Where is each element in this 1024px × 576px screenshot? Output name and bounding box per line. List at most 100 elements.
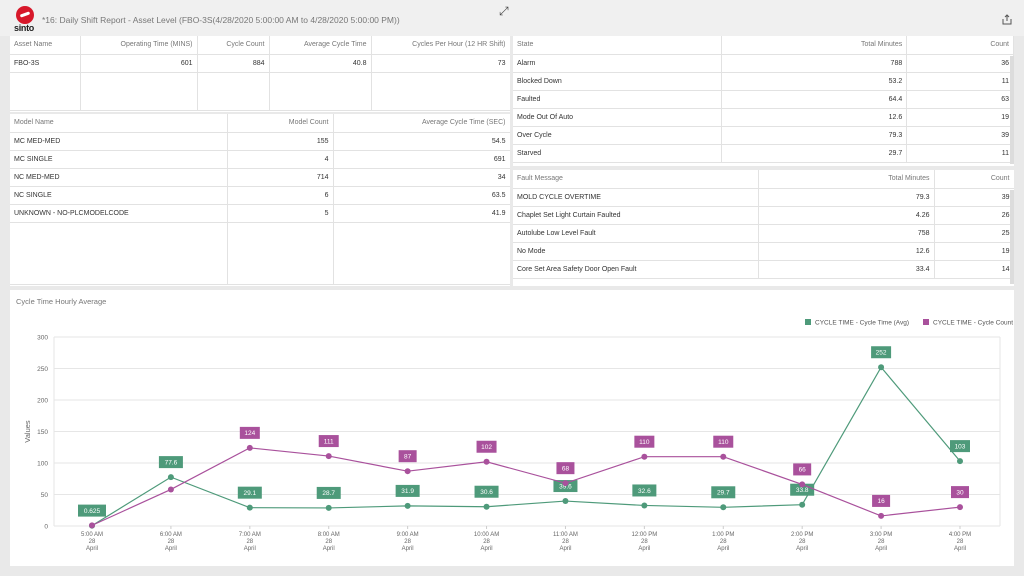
data-label-box [634, 435, 655, 448]
data-point [641, 453, 648, 460]
table-row[interactable]: Blocked Down 53.2 11 [513, 72, 1014, 91]
table-row[interactable]: Over Cycle 79.3 39 [513, 126, 1014, 145]
table-row[interactable]: NC MED-MED 714 34 [10, 168, 510, 187]
data-label-box [632, 484, 657, 497]
col-cycles-per-hour[interactable]: Cycles Per Hour (12 HR Shift) [371, 36, 510, 55]
cell: 11 [906, 72, 1014, 91]
col-avg-cycle-time-sec[interactable]: Average Cycle Time (SEC) [333, 114, 510, 133]
table-row[interactable]: Starved 29.7 11 [513, 144, 1014, 163]
table-row[interactable]: UNKNOWN - NO-PLCMODELCODE 5 41.9 [10, 204, 510, 223]
cell: 34 [333, 168, 510, 187]
table-row[interactable]: Autolube Low Level Fault 758 25 [513, 224, 1014, 243]
x-tick-label: 4:00 PM [949, 532, 971, 538]
cell: NC MED-MED [10, 168, 228, 187]
table-row[interactable]: Chaplet Set Light Curtain Faulted 4.26 26 [513, 206, 1014, 225]
cell: 788 [721, 54, 908, 73]
col-total-minutes[interactable]: Total Minutes [721, 36, 908, 55]
x-tick-label: 3:00 PM [870, 532, 892, 538]
x-tick-label: April [875, 546, 887, 552]
data-label: 29.7 [717, 490, 730, 497]
cell: Starved [513, 144, 722, 163]
table-row[interactable]: NC SINGLE 6 63.5 [10, 186, 510, 205]
col-total-minutes[interactable]: Total Minutes [758, 170, 935, 189]
cell: 33.4 [758, 260, 935, 279]
report-title: *16: Daily Shift Report - Asset Level (F… [42, 15, 400, 25]
share-icon[interactable] [1002, 14, 1012, 25]
table-row[interactable]: MC MED-MED 155 54.5 [10, 132, 510, 151]
cell: 63.5 [333, 186, 510, 205]
fault-table-header: Fault Message Total Minutes Count [513, 170, 1014, 189]
col-cycle-count[interactable]: Cycle Count [197, 36, 270, 55]
legend-swatch [923, 319, 929, 325]
data-label-box [556, 462, 575, 475]
x-tick-label: April [323, 546, 335, 552]
table-row[interactable]: MC SINGLE 4 691 [10, 150, 510, 169]
data-label: 77.6 [165, 459, 178, 466]
table-row[interactable]: FBO-3S 601 884 40.8 73 [10, 54, 510, 73]
data-label: 252 [876, 350, 887, 357]
cell: MOLD CYCLE OVERTIME [513, 188, 759, 207]
col-asset-name[interactable]: Asset Name [10, 36, 81, 55]
data-point [562, 480, 569, 487]
state-table-scrollbar[interactable] [1010, 56, 1014, 164]
model-table-header: Model Name Model Count Average Cycle Tim… [10, 114, 510, 133]
cell: Mode Out Of Auto [513, 108, 722, 127]
state-table-header: State Total Minutes Count [513, 36, 1014, 55]
col-model-name[interactable]: Model Name [10, 114, 228, 133]
x-tick-label: 28 [168, 539, 175, 545]
x-tick-label: 28 [720, 539, 727, 545]
col-fault-message[interactable]: Fault Message [513, 170, 759, 189]
data-label: 29.1 [243, 490, 256, 497]
cell: Alarm [513, 54, 722, 73]
data-label-box [237, 486, 262, 499]
y-tick-label: 0 [44, 524, 48, 531]
data-label-box [474, 485, 499, 498]
col-average-cycle-time[interactable]: Average Cycle Time [269, 36, 372, 55]
table-row[interactable]: MOLD CYCLE OVERTIME 79.3 39 [513, 188, 1014, 207]
cell: 29.7 [721, 144, 908, 163]
x-tick-label: April [638, 546, 650, 552]
x-tick-label: 5:00 AM [81, 532, 103, 538]
table-row[interactable]: Mode Out Of Auto 12.6 19 [513, 108, 1014, 127]
cell: 26 [934, 206, 1014, 225]
col-model-count[interactable]: Model Count [227, 114, 334, 133]
x-tick-label: April [954, 546, 966, 552]
col-state[interactable]: State [513, 36, 722, 55]
data-label-box [239, 426, 260, 439]
data-label-box [476, 440, 497, 453]
x-tick-label: 7:00 AM [239, 532, 261, 538]
x-tick-label: 6:00 AM [160, 532, 182, 538]
table-row[interactable]: No Mode 12.6 19 [513, 242, 1014, 261]
data-label-box [793, 463, 812, 476]
expand-icon[interactable]: ⤢ [499, 4, 509, 18]
y-tick-label: 50 [41, 492, 49, 499]
cell: 40.8 [269, 54, 372, 73]
cell: 758 [758, 224, 935, 243]
x-tick-label: April [402, 546, 414, 552]
col-count[interactable]: Count [934, 170, 1014, 189]
data-point [799, 501, 806, 508]
cell: 14 [934, 260, 1014, 279]
cell: 601 [80, 54, 198, 73]
data-point [720, 504, 727, 511]
y-tick-label: 300 [37, 335, 48, 342]
data-point [957, 504, 963, 511]
cell: Autolube Low Level Fault [513, 224, 759, 243]
col-count[interactable]: Count [906, 36, 1014, 55]
col-operating-time[interactable]: Operating Time (MINS) [80, 36, 198, 55]
cell: 19 [906, 108, 1014, 127]
cell: Faulted [513, 90, 722, 109]
data-point [246, 504, 253, 511]
x-tick-label: 28 [799, 539, 806, 545]
empty-row [10, 72, 510, 111]
table-row[interactable]: Alarm 788 36 [513, 54, 1014, 73]
table-row[interactable]: Faulted 64.4 63 [513, 90, 1014, 109]
fault-table-scrollbar[interactable] [1010, 190, 1014, 284]
data-point [957, 458, 963, 465]
asset-table-header: Asset Name Operating Time (MINS) Cycle C… [10, 36, 510, 55]
table-row[interactable]: Core Set Area Safety Door Open Fault 33.4… [513, 260, 1014, 279]
y-tick-label: 100 [37, 461, 48, 468]
x-tick-label: 28 [957, 539, 964, 545]
cell: NC SINGLE [10, 186, 228, 205]
